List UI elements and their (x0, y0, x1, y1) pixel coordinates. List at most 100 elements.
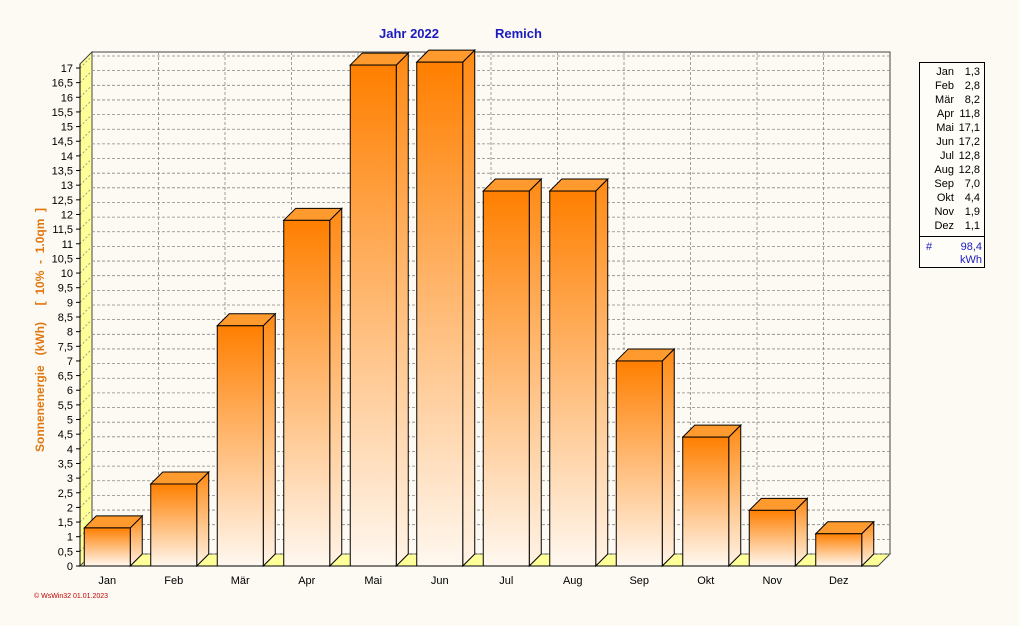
legend-row: Jun 17,2 (920, 136, 982, 150)
y-gridline-wall (79, 392, 93, 406)
x-tick-label: Jul (499, 575, 513, 587)
y-gridline-wall (79, 290, 93, 303)
y-gridline-wall (79, 348, 93, 362)
bar-side (661, 347, 675, 568)
legend-separator (920, 236, 984, 237)
legend-row: Okt 4,4 (920, 192, 982, 206)
y-tick-label: 12,5 (52, 195, 73, 207)
x-tick-label: Okt (697, 575, 714, 587)
y-tick-label: 9 (67, 297, 73, 309)
legend-value: 1,3 (964, 66, 980, 78)
y-gridline-wall (79, 114, 93, 127)
bar (149, 470, 210, 568)
y-gridline-wall (79, 260, 93, 274)
legend-value: 4,4 (964, 192, 980, 204)
y-tick-label: 4 (67, 444, 73, 456)
y-gridline-wall (79, 334, 93, 347)
legend-month: Feb (935, 80, 954, 92)
bar (482, 177, 543, 568)
bar-front (83, 527, 131, 567)
y-gridline-wall (79, 275, 93, 288)
legend-value: 8,2 (964, 94, 980, 106)
x-tick-label: Feb (164, 575, 183, 587)
legend-row: Feb 2,8 (920, 80, 982, 94)
x-tick-label: Jan (98, 575, 116, 587)
bar-front (682, 436, 730, 567)
y-gridline-wall (79, 85, 93, 98)
bar (748, 497, 809, 568)
x-tick-label: Aug (563, 575, 583, 587)
legend-total-symbol: # (926, 241, 933, 253)
bar (282, 207, 343, 568)
y-tick-label: 2 (67, 502, 73, 514)
legend-value: 1,1 (964, 220, 980, 232)
bar (548, 177, 609, 568)
bar-side (196, 470, 210, 568)
y-tick-label: 9,5 (58, 283, 73, 295)
y-tick-label: 8 (67, 327, 73, 339)
y-gridline-wall (79, 246, 93, 259)
y-gridline-wall (79, 143, 93, 157)
legend-row: Mai 17,1 (920, 122, 982, 136)
bar (681, 423, 742, 568)
y-tick-label: 17 (61, 63, 73, 75)
y-tick-label: 12 (61, 209, 73, 221)
bar-front (482, 190, 530, 567)
y-gridline-wall (79, 319, 93, 332)
y-gridline-wall (79, 187, 93, 201)
y-tick-label: 0,5 (58, 546, 73, 558)
y-axis-label: Sonnenenergie (kWh) [ 10% - 1.0qm ] (33, 207, 47, 452)
y-gridline-wall (79, 304, 93, 318)
y-gridline-wall (79, 231, 93, 245)
legend-month: Dez (934, 220, 954, 232)
bar-side (728, 423, 742, 568)
legend-row: Jan 1,3 (920, 66, 982, 80)
legend-month: Okt (936, 192, 954, 204)
legend-value: 2,8 (964, 80, 980, 92)
y-tick-label: 15,5 (52, 107, 73, 119)
y-gridline-wall (79, 436, 93, 450)
y-tick-label: 8,5 (58, 312, 73, 324)
y-gridline-wall (79, 407, 93, 420)
y-tick-label: 3,5 (58, 458, 73, 470)
y-tick-label: 16,5 (52, 78, 73, 90)
legend-value: 11,8 (959, 108, 980, 120)
legend-value: 17,2 (958, 136, 980, 148)
legend-month: Mär (935, 94, 954, 106)
bar-front (416, 61, 464, 567)
y-tick-label: 15 (61, 122, 73, 134)
legend-row: Dez 1,1 (920, 220, 982, 234)
bar-front (615, 360, 663, 567)
legend-month: Nov (934, 206, 954, 218)
x-tick-label: Nov (762, 575, 782, 587)
y-tick-label: 2,5 (58, 488, 73, 500)
bar-side (329, 207, 343, 568)
legend-row: Sep 7,0 (920, 178, 982, 192)
y-gridline-wall (79, 99, 93, 113)
y-tick-label: 5 (67, 415, 73, 427)
y-tick-label: 6,5 (58, 371, 73, 383)
x-tick-label: Mai (364, 575, 382, 587)
legend-month: Jan (936, 66, 954, 78)
legend-total-value: 98,4 (960, 241, 982, 253)
chart-title-location: Remich (495, 26, 542, 41)
y-tick-label: 14 (61, 151, 73, 163)
y-tick-label: 5,5 (58, 400, 73, 412)
y-tick-label: 3 (67, 473, 73, 485)
y-tick-label: 7,5 (58, 341, 73, 353)
y-tick-label: 13,5 (52, 166, 73, 178)
x-tick-label: Dez (829, 575, 849, 587)
bar (615, 347, 676, 568)
legend-row: Aug 12,8 (920, 164, 982, 178)
y-tick-label: 11 (62, 239, 73, 251)
y-gridline-wall (79, 216, 93, 230)
bar-front (216, 325, 264, 567)
x-tick-label: Mär (231, 575, 250, 587)
x-tick-label: Jun (431, 575, 449, 587)
legend-month: Sep (934, 178, 954, 190)
y-gridline-wall (79, 55, 93, 69)
x-tick-label: Apr (298, 575, 315, 587)
y-gridline-wall (79, 70, 93, 83)
bar-side (528, 177, 542, 568)
